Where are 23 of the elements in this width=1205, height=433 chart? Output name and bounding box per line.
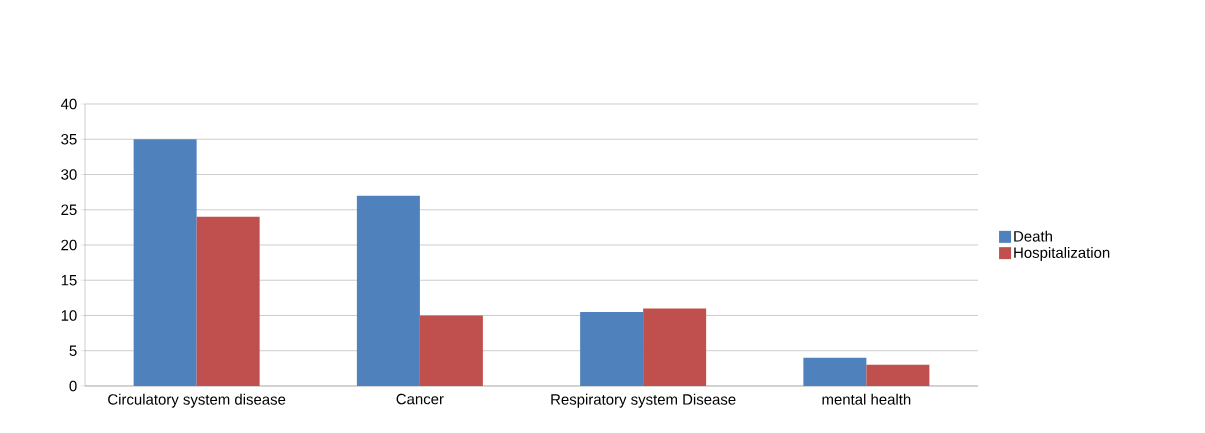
bar — [643, 308, 707, 386]
x-tick-label: Circulatory system disease — [108, 393, 286, 408]
y-tick-label: 20 — [61, 239, 77, 251]
bar — [419, 315, 483, 386]
bar — [803, 357, 867, 386]
x-tick-label: mental health — [822, 393, 911, 405]
y-tick-label: 0 — [69, 380, 77, 392]
x-tick-label: Respiratory system Disease — [551, 393, 736, 408]
y-tick-label: 40 — [60, 98, 77, 110]
bar — [356, 195, 420, 386]
x-tick-label: Cancer — [396, 393, 444, 405]
bar — [866, 364, 930, 386]
y-tick-label: 30 — [61, 169, 77, 180]
y-tick-label: 5 — [69, 345, 77, 356]
bar — [196, 216, 260, 386]
y-tick-label: 25 — [61, 204, 77, 216]
legend-label: Hospitalization — [1014, 246, 1110, 261]
legend-label: Death — [1014, 230, 1052, 242]
y-tick-label: 35 — [61, 133, 77, 145]
bar — [580, 311, 644, 386]
bar — [133, 139, 197, 386]
y-tick-label: 10 — [61, 310, 77, 321]
y-tick-label: 15 — [61, 275, 77, 286]
